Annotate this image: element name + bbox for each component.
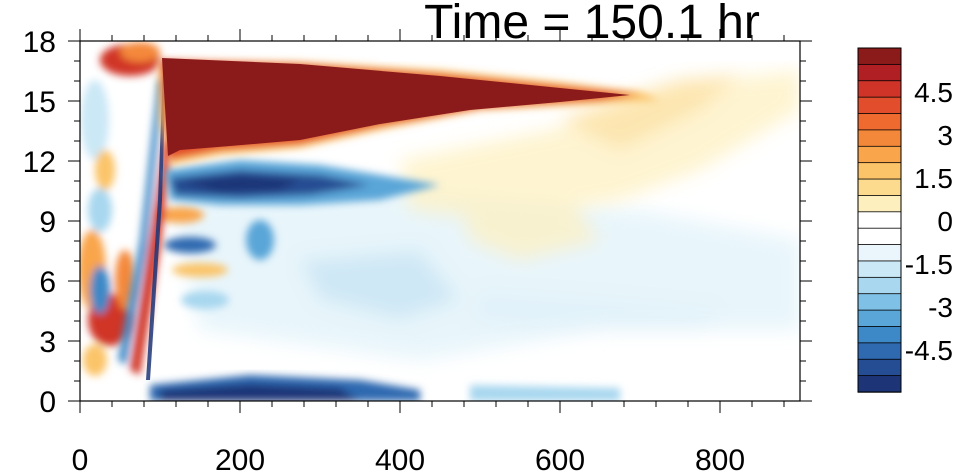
colorbar-swatch: [857, 342, 902, 360]
x-tick-label: 400: [375, 444, 425, 473]
colorbar-swatch: [857, 195, 902, 213]
x-tick-label: 200: [215, 444, 265, 473]
colorbar-swatch: [857, 293, 902, 311]
x-tick-label: 800: [695, 444, 745, 473]
positive-plume-core: [162, 58, 630, 156]
colorbar-swatch: [857, 129, 902, 147]
x-tick-label: 0: [72, 444, 89, 473]
colorbar-swatch: [857, 178, 902, 197]
colorbar-tick-label: -1.5: [905, 249, 953, 280]
colorbar-swatch: [857, 145, 902, 164]
title-mask: [380, 41, 800, 61]
colorbar-tick-label: -4.5: [905, 335, 953, 366]
colorbar-swatch: [857, 96, 902, 115]
x-axis-ticks: 0 200 400 600 800: [72, 29, 785, 473]
colorbar-swatch: [857, 162, 902, 180]
colorbar-tick-label: 0: [937, 206, 953, 237]
y-axis-ticks: 0 3 6 9 12 15 18: [23, 26, 812, 419]
y-tick-label: 18: [23, 26, 56, 59]
colorbar-swatch: [857, 276, 902, 295]
colorbar-swatch: [857, 358, 902, 377]
colorbar-swatch: [857, 80, 902, 98]
colorbar-swatch: [857, 244, 902, 262]
colorbar-swatch: [857, 375, 902, 393]
y-tick-label: 9: [39, 206, 56, 239]
colorbar-swatch: [857, 63, 902, 82]
colorbar-swatch: [857, 211, 902, 229]
colorbar-swatch: [857, 260, 902, 279]
colorbar-swatch: [857, 326, 902, 344]
y-tick-label: 3: [39, 326, 56, 359]
y-tick-label: 6: [39, 266, 56, 299]
chart-title: Time = 150.1 hr: [424, 0, 760, 49]
colorbar-swatch: [857, 47, 902, 66]
heatmap-field: [80, 41, 800, 401]
colorbar-tick-label: -3: [928, 292, 953, 323]
colorbar: 4.5 3 1.5 0 -1.5 -3 -4.5: [857, 47, 953, 393]
colorbar-tick-label: 1.5: [914, 163, 953, 194]
y-tick-label: 0: [39, 386, 56, 419]
x-tick-label: 600: [535, 444, 585, 473]
colorbar-tick-label: 3: [937, 120, 953, 151]
colorbar-swatch: [857, 227, 902, 246]
colorbar-swatch: [857, 309, 902, 328]
y-tick-label: 12: [23, 146, 56, 179]
colorbar-swatch: [857, 113, 902, 131]
y-tick-label: 15: [23, 86, 56, 119]
colorbar-frame: [857, 47, 902, 393]
colorbar-tick-label: 4.5: [914, 77, 953, 108]
